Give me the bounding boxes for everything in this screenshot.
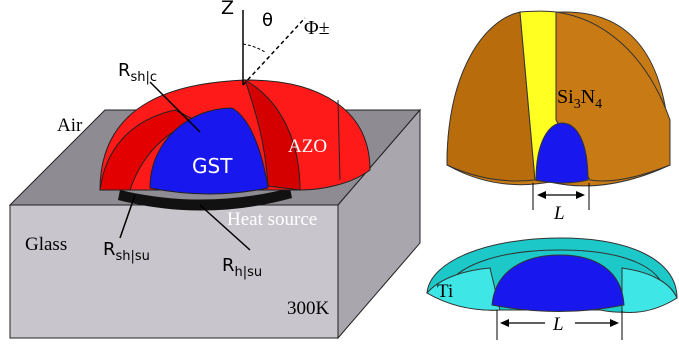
temperature-label: 300K <box>287 298 330 319</box>
r-h-su-label: Rh|su <box>222 255 262 280</box>
r-sh-c-label: Rsh|c <box>118 60 157 85</box>
r-sh-c-sub: sh|c <box>131 70 158 85</box>
si3n4-sub-3: 3 <box>574 97 581 112</box>
r-h-su-main: R <box>222 255 235 276</box>
z-axis-label: Z <box>221 0 234 19</box>
azo-label: AZO <box>288 136 327 157</box>
si3n4-si: Si <box>557 86 574 108</box>
si3n4-particle <box>446 10 671 187</box>
azo-shell-cut-face <box>99 109 197 191</box>
ti-shell-cut-face-right <box>621 267 678 313</box>
top-dimension-label: L <box>553 203 565 224</box>
gst-core <box>149 107 269 195</box>
bottom-dimension-label: L <box>552 314 564 335</box>
ti-core <box>491 254 625 312</box>
ti-particle <box>426 237 678 313</box>
glass-side-face <box>337 108 421 340</box>
ti-shell-cut-face <box>426 267 501 311</box>
si3n4-sub-4: 4 <box>595 97 602 112</box>
azo-shell-cut-face-right <box>244 78 301 191</box>
si3n4-shell-left <box>446 11 536 182</box>
heat-source-label: Heat source <box>227 209 317 230</box>
r-h-su-leader <box>199 204 251 251</box>
azo-shell-seam <box>337 99 341 181</box>
r-h-su-sub: h|su <box>235 265 263 280</box>
si3n4-core <box>535 122 589 184</box>
r-sh-c-leader <box>149 81 201 133</box>
glass-label: Glass <box>25 234 67 255</box>
top-dimension-marker <box>532 183 590 210</box>
r-sh-su-label: Rsh|su <box>103 239 150 264</box>
ti-label: Ti <box>437 281 453 302</box>
r-sh-su-main: R <box>103 239 116 260</box>
r-sh-su-leader <box>119 194 136 239</box>
air-label: Air <box>57 115 83 136</box>
si3n4-label: Si3N4 <box>557 86 602 112</box>
ti-shell-inner-rim <box>444 249 666 293</box>
heat-source-layer <box>118 188 292 211</box>
gst-label: GST <box>192 154 233 178</box>
flux-direction-line <box>242 17 306 86</box>
flux-label: Φ± <box>304 17 330 39</box>
si3n4-n: N <box>581 86 595 108</box>
theta-arc <box>242 43 266 53</box>
bottom-dimension-marker <box>496 310 623 340</box>
r-sh-c-main: R <box>118 60 131 81</box>
r-sh-su-sub: sh|su <box>116 249 150 264</box>
theta-label: θ <box>262 10 273 31</box>
si3n4-cut-face-right <box>555 11 671 182</box>
